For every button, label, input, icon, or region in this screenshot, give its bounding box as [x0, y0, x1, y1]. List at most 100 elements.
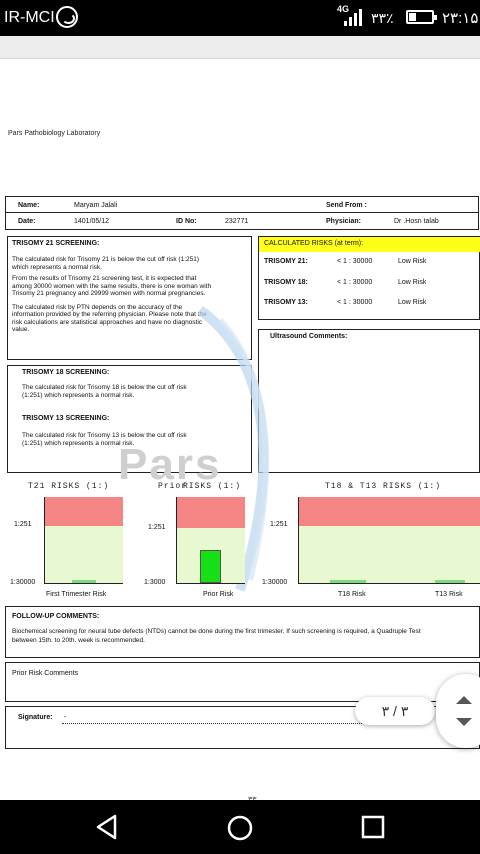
trisomy21-title: TRISOMY 21 SCREENING:	[12, 240, 100, 247]
text-line: among 30000 women with the same results,…	[12, 282, 212, 290]
watermark-logo	[197, 305, 270, 592]
chart-title-t18-t13: T18 & T13 RISKS (1:)	[325, 482, 442, 491]
text-line: (1:251) which represents a normal risk.	[22, 391, 135, 399]
date-label: Date:	[18, 218, 36, 225]
text-line: The calculated risk for Trisomy 18 is be…	[22, 384, 187, 391]
page-number: ۳۳	[248, 795, 257, 804]
category-label: T13 Risk	[435, 591, 463, 598]
risk-level-t13: Low Risk	[398, 299, 427, 306]
tick-label: 1:30000	[10, 579, 36, 586]
trisomy18-13-box	[7, 365, 252, 473]
trisomy13-text: The calculated risk for Trisomy 13 is be…	[22, 432, 248, 447]
page-indicator: ۳ / ۳	[355, 697, 435, 725]
network-type: 4G	[337, 4, 350, 14]
id-label: ID No:	[176, 218, 197, 225]
y-axis	[44, 497, 45, 583]
back-icon[interactable]	[92, 812, 122, 842]
trisomy13-title: TRISOMY 13 SCREENING:	[22, 415, 110, 422]
calculated-risks-title: CALCULATED RISKS (at term):	[264, 240, 364, 247]
risk-label-t18: TRISOMY 18:	[264, 279, 308, 286]
scroll-arrows-icon[interactable]	[436, 674, 480, 748]
risk-value-t13: < 1 : 30000	[337, 299, 373, 306]
trisomy18-title: TRISOMY 18 SCREENING:	[22, 369, 110, 376]
text-line: The calculated risk for Trisomy 13 is be…	[22, 432, 187, 439]
text-line: From the results of Trisomy 21 screening…	[12, 275, 197, 282]
tick-label: 1:251	[14, 521, 32, 528]
text-line: The calculated risk for Trisomy 21 is be…	[12, 256, 200, 263]
category-label: Prior Risk	[203, 591, 234, 598]
high-risk-zone	[176, 497, 245, 528]
status-bar: IR-MCI 4G ۳۳٪ ۲۳:۱۵	[0, 0, 480, 36]
text-line: which represents a normal risk.	[12, 263, 102, 271]
document-page[interactable]	[0, 59, 480, 800]
tick-label: 1:251	[148, 524, 166, 531]
text-line: (1:251) which represents a normal risk.	[22, 439, 135, 447]
divider	[5, 212, 479, 213]
low-risk-zone	[44, 526, 123, 583]
followup-line2: between 15th. to 20th. week is recommend…	[12, 637, 145, 644]
x-axis	[176, 583, 245, 584]
text-line: risk calculations are statistical approa…	[12, 318, 203, 326]
text-line: information provided by the referring ph…	[12, 311, 207, 318]
page-scroll-control[interactable]	[436, 674, 480, 748]
name-label: Name:	[18, 202, 40, 209]
category-label: First Trimester Risk	[46, 591, 107, 598]
ultrasound-box	[258, 329, 480, 473]
battery-percent: ۳۳٪	[371, 10, 394, 26]
send-from-label: Send From :	[326, 202, 367, 209]
trisomy21-box	[7, 236, 252, 360]
prior-comments-title: Prior Risk Comments	[12, 670, 79, 677]
whatsapp-icon	[56, 6, 78, 28]
viewer-top-band	[0, 36, 480, 59]
signature-line	[62, 723, 362, 724]
physician-value: Dr .Hosn talab	[394, 218, 439, 225]
signature-dash: -	[64, 714, 67, 721]
lab-name: Pars Pathobiology Laboratory	[8, 130, 101, 137]
chart-title-prior-b: RISKS (1:)	[183, 482, 242, 491]
date-value: 1401/05/12	[74, 218, 110, 225]
text-line: The calculated risk by PTN depends on th…	[12, 303, 183, 311]
risk-value-t18: < 1 : 30000	[337, 279, 373, 286]
patient-info-box	[5, 196, 479, 230]
bar-first-trimester	[72, 580, 96, 583]
risk-level-t21: Low Risk	[398, 258, 427, 265]
y-axis	[298, 497, 299, 583]
text-line: Trisomy 21 pregnancy and 29999 women wit…	[12, 290, 206, 297]
watermark-text: Pars	[118, 440, 222, 489]
battery-icon	[406, 10, 437, 24]
chart-title-t21: T21 RISKS (1:)	[28, 482, 110, 491]
risk-value-t21: < 1 : 30000	[337, 258, 373, 265]
text-line: value.	[12, 326, 30, 333]
tick-label: 1:30000	[262, 579, 288, 586]
followup-title: FOLLOW-UP COMMENTS:	[12, 613, 100, 620]
recents-icon[interactable]	[360, 814, 388, 842]
low-risk-zone	[298, 526, 480, 583]
x-axis	[298, 583, 480, 584]
id-value: 232771	[225, 218, 249, 225]
category-label: T18 Risk	[338, 591, 366, 598]
chart-title-prior-a: Prior	[158, 482, 188, 491]
tick-label: 1:3000	[144, 579, 166, 586]
y-axis	[176, 497, 177, 583]
signal-icon	[344, 8, 364, 26]
bar-t18	[330, 580, 366, 583]
signature-label: Signature:	[18, 714, 53, 721]
navigation-bar	[0, 800, 480, 854]
trisomy18-text: The calculated risk for Trisomy 18 is be…	[22, 384, 248, 399]
patient-name: Maryam Jalali	[74, 202, 118, 209]
physician-label: Physician:	[326, 218, 362, 225]
bar-t13	[435, 580, 465, 583]
tick-label: 1:251	[270, 521, 288, 528]
clock: ۲۳:۱۵	[442, 10, 479, 27]
high-risk-zone	[44, 497, 123, 526]
x-axis	[44, 583, 123, 584]
risk-level-t18: Low Risk	[398, 279, 427, 286]
calculated-risks-header	[259, 237, 480, 252]
home-icon[interactable]	[225, 813, 255, 843]
ultrasound-title: Ultrasound Comments:	[270, 333, 348, 340]
followup-line1: Biochemical screening for neural tube de…	[12, 628, 421, 635]
bar-prior-risk	[200, 550, 221, 583]
risk-label-t21: TRISOMY 21:	[264, 258, 308, 265]
prior-comments-box	[5, 662, 480, 702]
trisomy21-text: The calculated risk for Trisomy 21 is be…	[12, 256, 248, 334]
